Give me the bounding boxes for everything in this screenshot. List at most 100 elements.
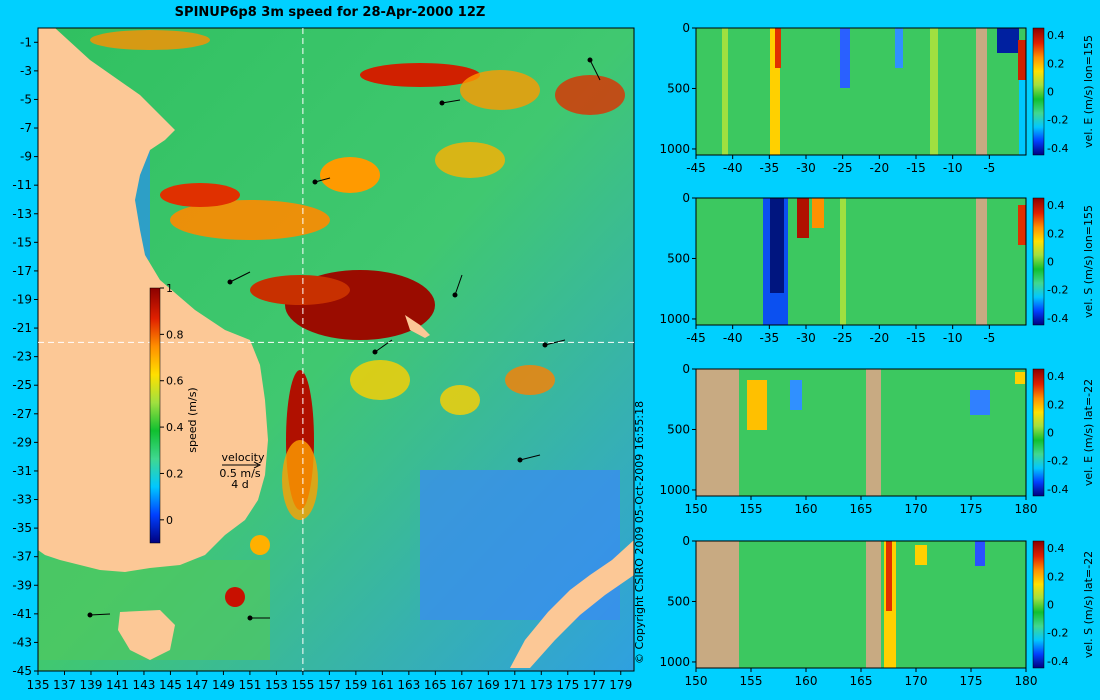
section-colorbar-tick-label: -0.4 — [1047, 483, 1068, 496]
map-colorbar-label: speed (m/s) — [186, 387, 199, 452]
section-3-colorbar — [1032, 368, 1045, 497]
section-xtick-label: -20 — [870, 161, 890, 175]
velocity-legend-arrowhead — [253, 461, 262, 469]
map-ytick-label: -13 — [12, 207, 32, 221]
section-colorbar-tick-label: 0.2 — [1047, 570, 1065, 583]
map-xtick-label: 137 — [53, 678, 76, 692]
section-ytick-label: 500 — [667, 594, 690, 608]
velocity-arrows — [87, 57, 601, 621]
map-ytick-label: -5 — [20, 92, 32, 106]
map-xtick-label: 169 — [477, 678, 500, 692]
map-colorbar-tick-label: 0.6 — [166, 375, 184, 388]
section-ytick-label: 0 — [682, 191, 690, 205]
map-ytick-label: -25 — [12, 378, 32, 392]
map-colorbar-ticks: 0 0.2 0.4 0.6 0.8 1 — [160, 282, 184, 527]
map-ytick-label: -15 — [12, 235, 32, 249]
section-ytick-label: 1000 — [659, 655, 690, 669]
map-ytick-label: -7 — [20, 121, 32, 135]
map-ytick-label: -29 — [12, 435, 32, 449]
section-2-frame — [695, 197, 1027, 326]
section-colorbar-tick-label: 0.4 — [1047, 370, 1065, 383]
velocity-legend-label: velocity — [222, 451, 265, 464]
section-ytick-label: 0 — [682, 21, 690, 35]
map-xtick-label: 145 — [159, 678, 182, 692]
section-xtick-label: 175 — [960, 674, 983, 688]
velocity-legend-speed: 0.5 m/s — [219, 467, 260, 480]
section-colorbar-tick-label: 0 — [1047, 256, 1054, 269]
map-ytick-label: -19 — [12, 292, 32, 306]
section-colorbar-tick-label: 0 — [1047, 86, 1054, 99]
map-xtick-label: 153 — [265, 678, 288, 692]
map-ytick-label: -33 — [12, 493, 32, 507]
map-ytick-label: -43 — [12, 635, 32, 649]
section-colorbar-tick-label: -0.2 — [1047, 455, 1068, 468]
map-ytick-label: -3 — [20, 64, 32, 78]
map-colorbar-tick-label: 0.8 — [166, 328, 184, 341]
map-xtick-label: 155 — [291, 678, 314, 692]
section-2-colorbar-label: vel. S (m/s) lon=155 — [1082, 205, 1095, 318]
map-colorbar-tick-label: 0.2 — [166, 467, 184, 480]
section-4-fill — [696, 541, 1026, 668]
map-xtick-label: 161 — [371, 678, 394, 692]
section-colorbar-tick-label: 0.4 — [1047, 542, 1065, 555]
section-ytick-label: 1000 — [659, 312, 690, 326]
section-colorbar-tick-label: -0.2 — [1047, 284, 1068, 297]
map-xtick-label: 135 — [27, 678, 50, 692]
section-2-colorbar — [1032, 197, 1045, 326]
map-xtick-label: 147 — [185, 678, 208, 692]
map-ytick-label: -45 — [12, 664, 32, 678]
new-zealand-land — [510, 540, 634, 668]
section-ytick-label: 500 — [667, 422, 690, 436]
section-xtick-label: 175 — [960, 502, 983, 516]
new-caledonia-land — [405, 315, 430, 338]
section-colorbar-tick-label: 0.2 — [1047, 398, 1065, 411]
section-ytick-label: 1000 — [659, 483, 690, 497]
section-1-frame — [695, 27, 1027, 156]
map-xtick-label: 149 — [212, 678, 235, 692]
map-ytick-label: -11 — [12, 178, 32, 192]
section-ytick-label: 0 — [682, 362, 690, 376]
map-xtick-label: 157 — [318, 678, 341, 692]
map-ytick-label: -9 — [20, 150, 32, 164]
section-4-axes: 150 155 160 165 170 175 180 0 500 1000 0.4 0.2 0 -0.2… — [659, 534, 1095, 688]
section-xtick-label: -10 — [943, 161, 963, 175]
map-ytick-label: -31 — [12, 464, 32, 478]
section-xtick-label: -5 — [983, 161, 995, 175]
section-xtick-label: -30 — [796, 161, 816, 175]
section-ytick-label: 1000 — [659, 142, 690, 156]
section-panels: -45 -40 -35 -30 -25 -20 -15 -10 -5 0 500 1000 0.4 0.2… — [659, 21, 1095, 688]
section-xtick-label: -10 — [943, 331, 963, 345]
section-xtick-label: 170 — [905, 674, 928, 688]
map-xtick-label: 143 — [133, 678, 156, 692]
section-xtick-label: -30 — [796, 331, 816, 345]
map-xtick-label: 177 — [583, 678, 606, 692]
speed-field — [40, 30, 625, 660]
section-xtick-label: 160 — [795, 502, 818, 516]
section-ytick-label: 500 — [667, 251, 690, 265]
map-ytick-label: -23 — [12, 350, 32, 364]
map-xtick-label: 163 — [397, 678, 420, 692]
section-xtick-label: 160 — [795, 674, 818, 688]
map-ytick-label: -39 — [12, 578, 32, 592]
section-colorbar-tick-label: -0.2 — [1047, 627, 1068, 640]
map-ytick-label: -1 — [20, 35, 32, 49]
map-xtick-label: 173 — [530, 678, 553, 692]
copyright-text: © Copyright CSIRO 2009 05-Oct-2009 16:55… — [633, 401, 646, 664]
map-xtick-label: 179 — [609, 678, 632, 692]
section-colorbar-tick-label: 0.4 — [1047, 199, 1065, 212]
new-guinea-land — [38, 60, 160, 150]
section-xtick-label: 150 — [685, 674, 708, 688]
section-xtick-label: 180 — [1015, 674, 1038, 688]
speed-map: 135 137 139 141 143 145 147 149 151 153 155 157 159 1… — [12, 27, 646, 692]
map-ytick-label: -35 — [12, 521, 32, 535]
section-xtick-label: 180 — [1015, 502, 1038, 516]
map-xtick-label: 171 — [503, 678, 526, 692]
velocity-legend-duration: 4 d — [231, 478, 248, 491]
section-3-fill — [696, 369, 1026, 496]
map-colorbar — [149, 287, 161, 544]
section-xtick-label: 150 — [685, 502, 708, 516]
section-xtick-label: -45 — [686, 161, 706, 175]
section-xtick-label: -45 — [686, 331, 706, 345]
tasmania-land — [118, 610, 175, 660]
section-xtick-label: -15 — [906, 331, 926, 345]
